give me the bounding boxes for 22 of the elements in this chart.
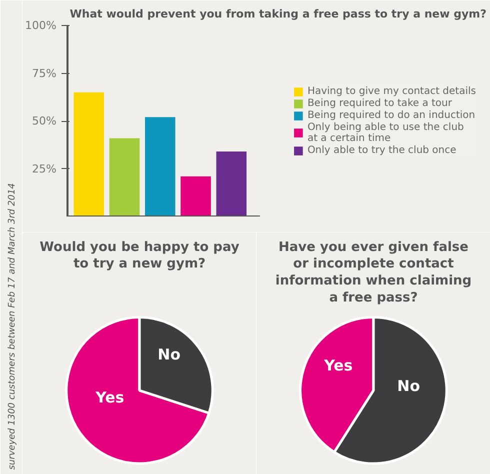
bar (74, 92, 104, 216)
slice-label: Yes (323, 356, 353, 375)
bar (109, 138, 140, 216)
chart-title: What would prevent you from taking a free pass to try a new gym? (70, 8, 487, 20)
legend-label: Only being able to use the club at a certain time (307, 122, 464, 144)
slice-label: Yes (94, 388, 124, 406)
y-tick-label: 50% (32, 114, 57, 128)
chart-title: Would you be happy to pay to try a new gym? (40, 240, 240, 272)
legend-label: Being required to do an induction (307, 110, 476, 120)
legend-label: Having to give my contact details (307, 86, 476, 96)
bar (144, 117, 176, 216)
y-tick-label: 25% (32, 162, 57, 176)
slice-label: No (158, 345, 181, 364)
bar (180, 176, 211, 216)
bar (216, 152, 247, 216)
chart-title: Have you ever given false or incomplete contact information when claiming a free pass? (275, 240, 472, 306)
legend-label: Only able to try the club once (307, 144, 456, 156)
legend-label: Being required to take a tour (307, 98, 452, 108)
text: surveyed 1300 customers between Feb 17 and March 3rd 2014 (8, 182, 18, 470)
y-tick-label: 75% (32, 66, 57, 80)
y-tick-label: 100% (25, 19, 57, 32)
slice-label: No (397, 376, 420, 395)
